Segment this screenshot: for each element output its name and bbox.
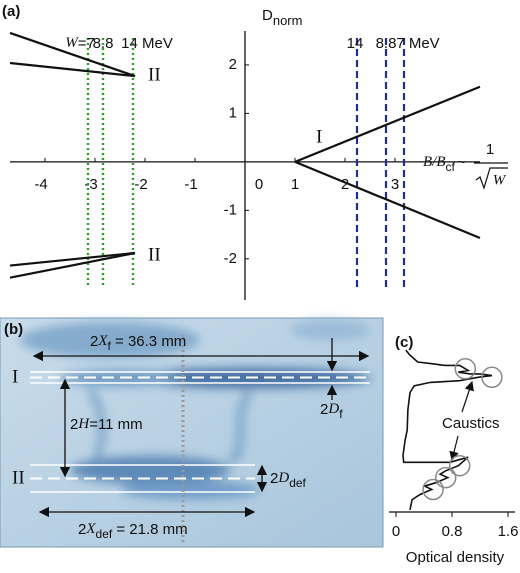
y-tick-label: 1 (229, 104, 237, 121)
x-label-sub: cf (446, 160, 456, 174)
x-tick-label: 0.8 (442, 523, 463, 540)
reference-label-text: =7 (78, 35, 95, 52)
x-axis-label: Optical density (406, 549, 505, 566)
x-tick-label: 1 (291, 176, 299, 193)
x-label-denominator: W (493, 172, 507, 188)
annotation-part: H (77, 416, 90, 432)
branch-label: II (148, 64, 161, 85)
caustic-marker (448, 454, 471, 477)
reference-label: 14 (347, 35, 364, 52)
profile-line (402, 349, 493, 511)
x-tick-label: -4 (34, 176, 47, 193)
radical-sign (475, 167, 508, 190)
annotation: 2H=11 mm (70, 416, 143, 433)
arrow (461, 380, 474, 413)
annotation-part: 2 (270, 470, 278, 487)
reference-variable: W (65, 35, 79, 51)
y-tick-label: 2 (229, 56, 237, 73)
caustic-marker (434, 466, 457, 489)
annotation-part: = 36.3 mm (111, 333, 186, 350)
annotation-part: f (108, 339, 112, 353)
x-axis-label: B/Bcf~ (423, 154, 466, 174)
annotation: 2Xf = 36.3 mm (90, 333, 186, 353)
line-series (9, 31, 136, 78)
annotation: 2Xdef = 21.8 mm (78, 521, 188, 541)
annotation-part: D (277, 470, 289, 486)
x-tick-label: 2 (341, 176, 349, 193)
x-tick-label: 0 (392, 523, 400, 540)
caustic-marker (454, 358, 477, 380)
reference-label-text: 8.8 (93, 35, 114, 52)
y-label-sub: norm (273, 13, 303, 28)
x-label-numerator: 1 (486, 141, 494, 158)
x-tick-label: -2 (134, 176, 147, 193)
caustic-marker (481, 366, 503, 389)
annotation-part: def (289, 476, 306, 490)
reference-label: 8.8 (93, 35, 114, 52)
x-tick-label: 1.6 (498, 523, 519, 540)
branch-label: II (148, 244, 161, 265)
arrow (449, 435, 459, 462)
x-tick-label: 0 (255, 176, 263, 193)
annotation: 2Ddef (270, 470, 307, 490)
line-series (9, 61, 136, 78)
x-tick-label: 3 (391, 176, 399, 193)
reference-label: 8.8 (376, 35, 397, 52)
line-series (294, 85, 481, 163)
line-series (294, 160, 481, 239)
reference-label: W=7 (65, 35, 95, 52)
reference-label-text: 14 MeV (121, 35, 173, 52)
annotation-part: X (85, 521, 96, 537)
annotation: 2Df (320, 401, 343, 421)
annotation-part: =11 mm (89, 416, 143, 433)
annotation-part: X (97, 333, 108, 349)
photo (0, 317, 384, 548)
panel-label: (c) (395, 334, 413, 351)
annotation-part: f (339, 407, 343, 421)
caustic-marker (422, 478, 444, 501)
annotation: Caustics (442, 415, 500, 432)
reference-label: 14 MeV (121, 35, 173, 52)
reference-label-text: 14 (347, 35, 364, 52)
annotation-part: 2 (78, 521, 86, 538)
line-series (9, 251, 136, 267)
annotation-part: D (327, 401, 339, 417)
reference-label-text: 7 MeV (396, 35, 439, 52)
annotation-part: 2 (320, 401, 328, 418)
line-series (9, 251, 136, 279)
annotation-part: = 21.8 mm (112, 521, 187, 538)
y-tick-label: -1 (224, 201, 237, 218)
y-label-main: D (262, 7, 273, 24)
annotation-part: def (96, 527, 113, 541)
y-tick-label: -2 (224, 250, 237, 267)
annotation-part: 2 (90, 333, 98, 350)
x-tick-label: -3 (84, 176, 97, 193)
beam-label: I (12, 366, 18, 387)
y-axis-label: Dnorm (262, 7, 302, 28)
reference-label: 7 MeV (396, 35, 439, 52)
reference-label-text: 8.8 (376, 35, 397, 52)
beam-label: II (12, 467, 25, 488)
panel-label: (a) (2, 3, 20, 20)
branch-label: I (316, 126, 322, 147)
x-tick-label: -1 (184, 176, 197, 193)
annotation-part: 2 (70, 416, 78, 433)
panel-label: (b) (4, 321, 23, 338)
